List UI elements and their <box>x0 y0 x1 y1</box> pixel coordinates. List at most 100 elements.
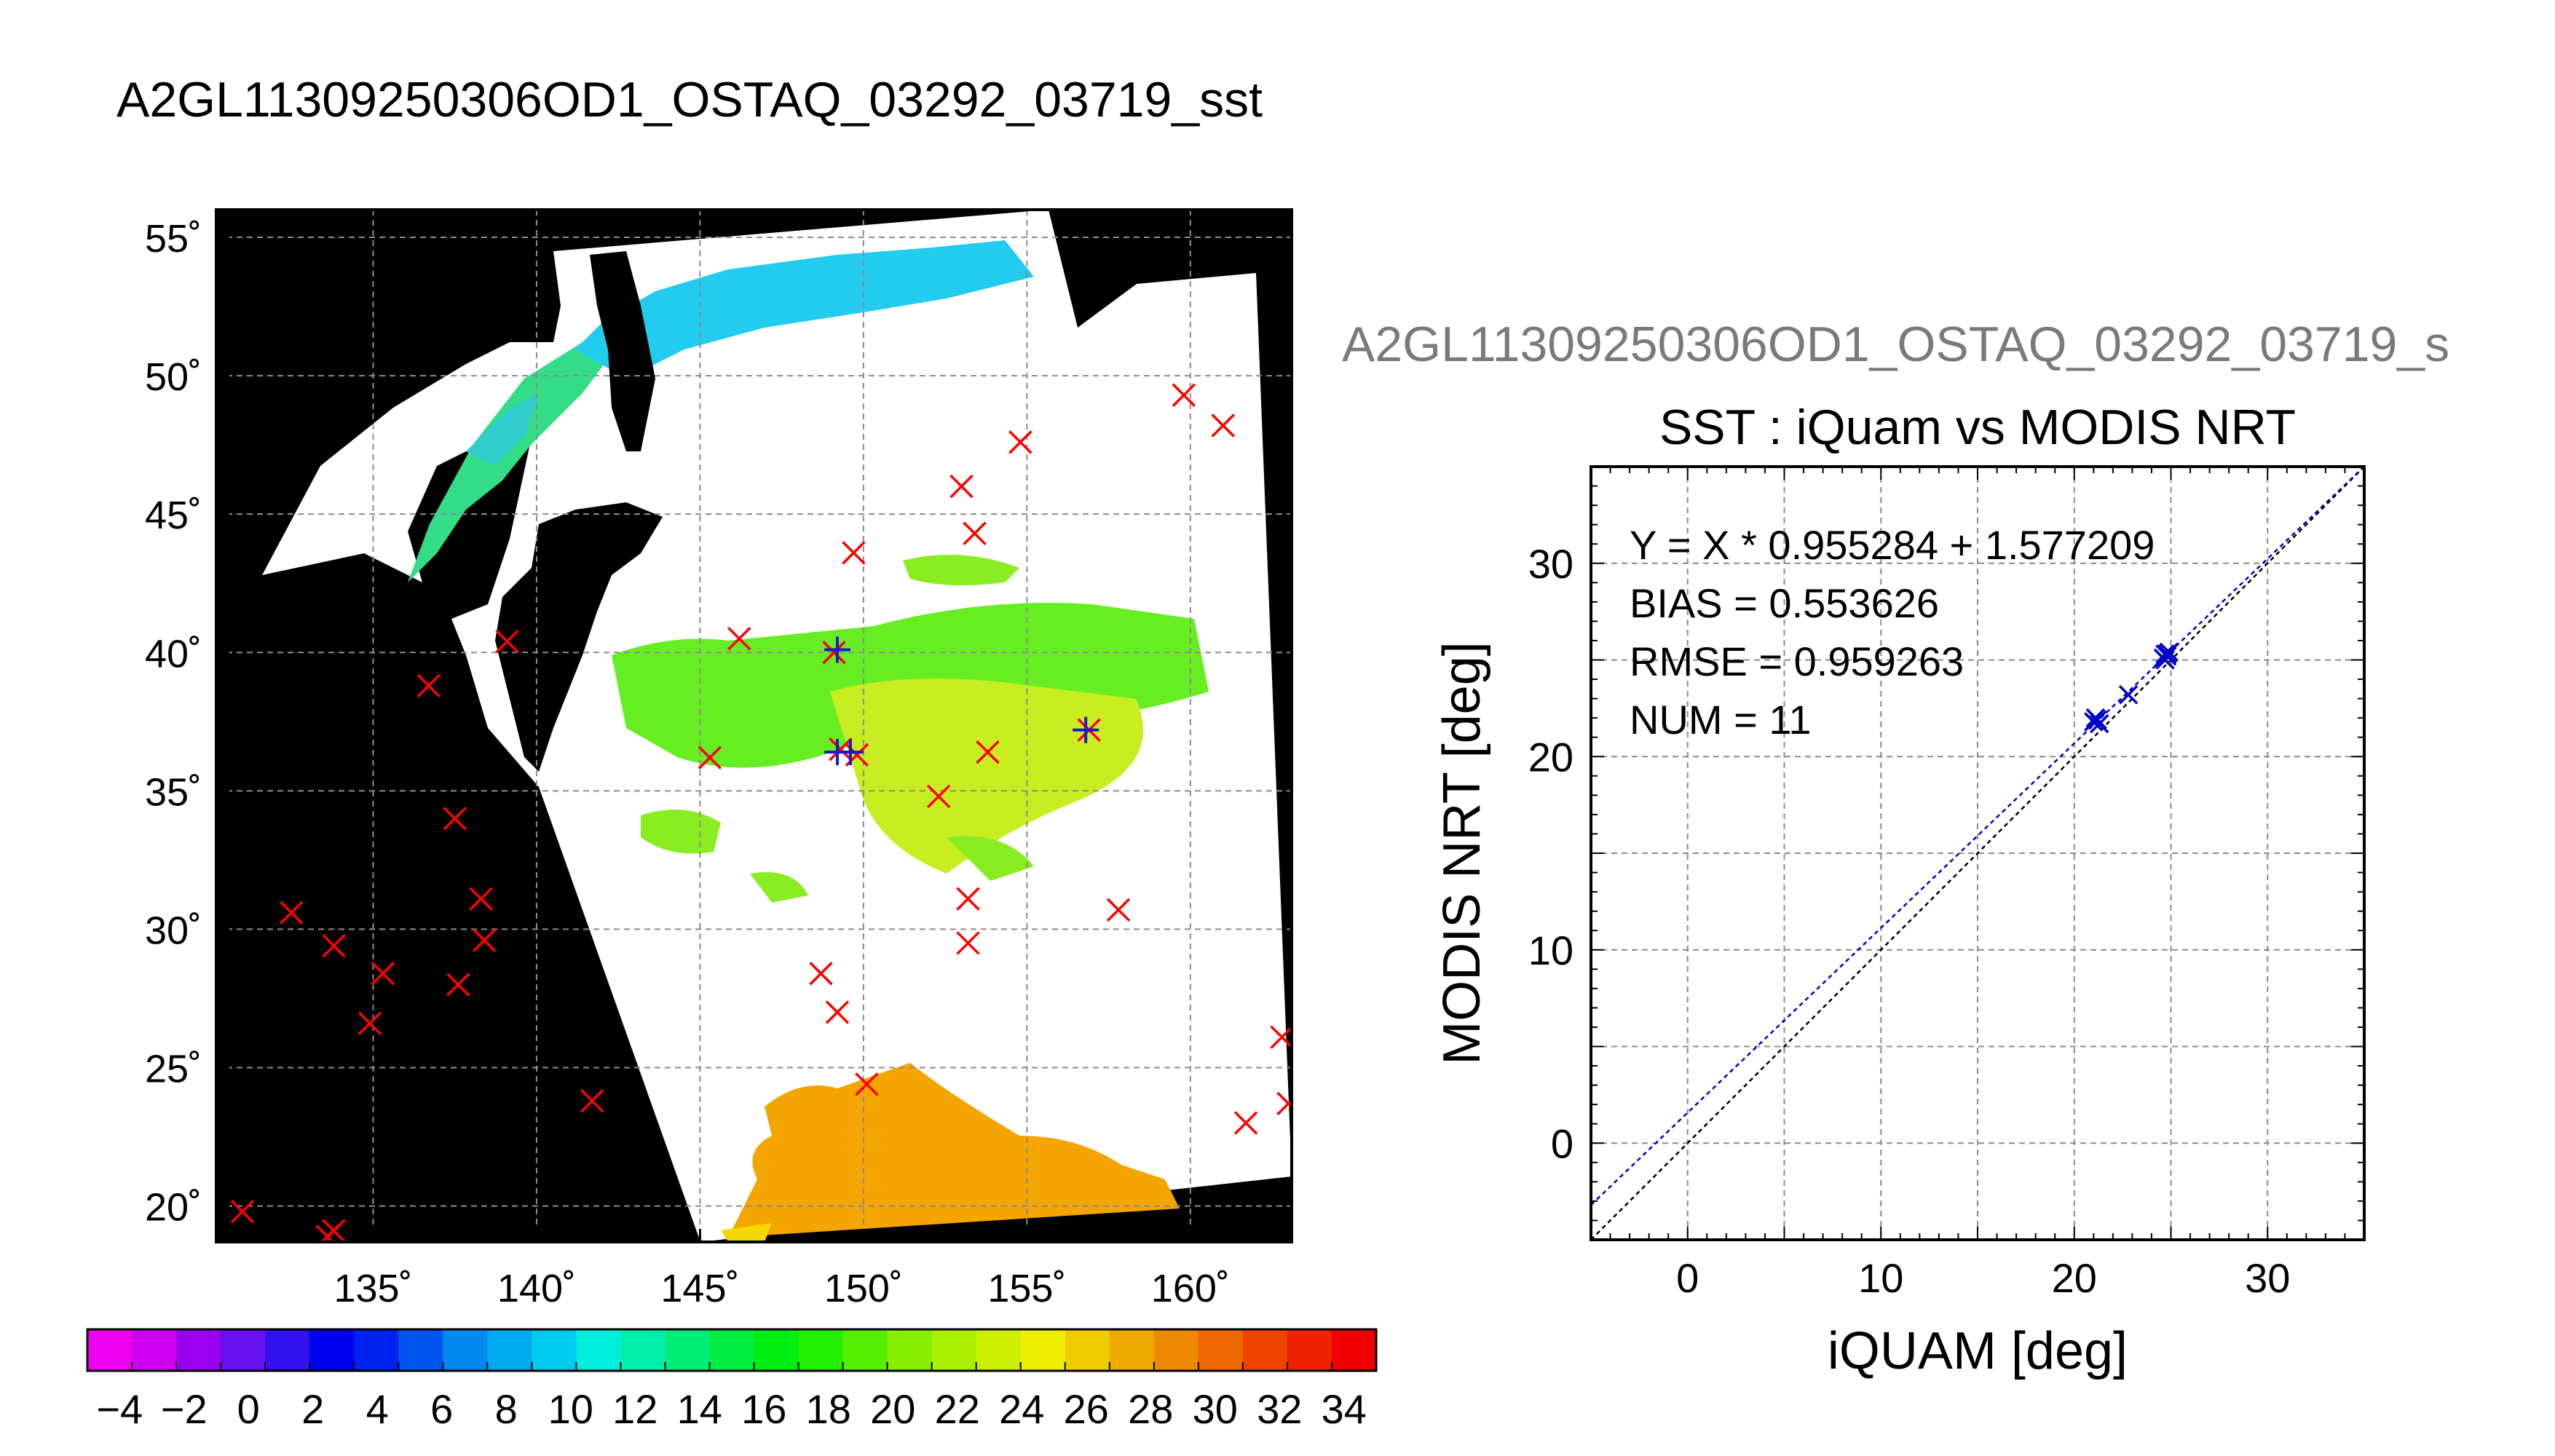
scatter-xtick-label: 20 <box>2052 1255 2097 1301</box>
iquam-marker <box>1276 1091 1292 1116</box>
colorbar-tick-label: 16 <box>741 1386 786 1432</box>
stat-equation: Y = X * 0.955284 + 1.577209 <box>1630 522 2155 568</box>
colorbar-tick-label: 20 <box>870 1386 915 1432</box>
colorbar-ticks: −4 −2 0 2 4 6 8 10 12 14 16 18 20 22 24 26 28 30 32 34 <box>96 1362 1367 1432</box>
scatter-ytick-label: 30 <box>1528 541 1573 587</box>
map-ytick-label: 50˚ <box>145 355 202 399</box>
iquam-marker <box>825 1000 850 1024</box>
iquam-marker <box>956 931 980 955</box>
iquam-marker <box>949 474 974 499</box>
matchup-point <box>2088 710 2107 730</box>
stat-rmse: RMSE = 0.959263 <box>1630 638 1964 684</box>
colorbar-segment <box>620 1329 666 1371</box>
matchup-marker <box>1073 716 1099 743</box>
map-markers <box>230 383 1292 1242</box>
colorbar-tick-label: −4 <box>96 1386 143 1432</box>
colorbar-segment <box>309 1329 355 1371</box>
scatter-grid <box>1591 467 2364 1240</box>
iquam-marker <box>280 901 304 925</box>
sst-mid-band-scatter <box>641 555 1034 903</box>
colorbar-tick-label: 10 <box>548 1386 593 1432</box>
map-grid <box>216 210 1292 1242</box>
iquam-marker <box>956 887 980 911</box>
iquam-marker <box>809 962 833 986</box>
colorbar-segment <box>754 1329 799 1371</box>
colorbar-tick-label: 30 <box>1193 1386 1238 1432</box>
colorbar-tick-label: 28 <box>1128 1386 1173 1432</box>
colorbar-segment <box>842 1329 888 1371</box>
iquam-marker <box>495 629 519 654</box>
scatter-xtick-label: 10 <box>1858 1255 1903 1301</box>
colorbar-segment <box>576 1329 622 1371</box>
colorbar-segment <box>87 1329 133 1371</box>
iquam-marker <box>446 973 470 997</box>
map-xtick-label: 135˚ <box>333 1267 412 1310</box>
colorbar-segments <box>87 1329 1377 1371</box>
map-xtick-label: 140˚ <box>497 1267 576 1310</box>
map-ytick-label: 40˚ <box>145 632 202 676</box>
colorbar-segment <box>221 1329 266 1371</box>
iquam-marker <box>829 737 853 761</box>
scatter-markers <box>2084 642 2179 734</box>
matchup-point <box>2157 646 2177 666</box>
map-panel: 135˚ 140˚ 145˚ 150˚ 155˚ 160˚ 55˚ 50˚ 45˚ 40˚ 35˚ 3… <box>145 208 1293 1310</box>
map-xtick-label: 160˚ <box>1151 1267 1230 1310</box>
colorbar-segment <box>1153 1329 1199 1371</box>
iquam-marker <box>855 1072 879 1096</box>
colorbar-tick-label: 4 <box>366 1386 389 1432</box>
sst-mid-band-yellow <box>830 678 1143 874</box>
colorbar-tick-label: 26 <box>1064 1386 1109 1432</box>
colorbar-segment <box>887 1329 933 1371</box>
scatter-xtick-label: 30 <box>2245 1255 2290 1301</box>
matchup-marker <box>837 739 864 766</box>
colorbar-tick-label: 8 <box>495 1386 518 1432</box>
identity-line <box>1591 467 2364 1240</box>
colorbar-segment <box>709 1329 755 1371</box>
map-ytick-label: 25˚ <box>145 1047 202 1091</box>
iquam-marker <box>230 1199 255 1224</box>
colorbar-segment <box>443 1329 489 1371</box>
iquam-marker <box>580 1088 604 1113</box>
colorbar-segment <box>487 1329 533 1371</box>
map-xtick-label: 155˚ <box>987 1267 1066 1310</box>
regression-line <box>1591 467 2364 1206</box>
sst-warm-south <box>728 1063 1180 1238</box>
map-ytick-label: 30˚ <box>145 909 202 952</box>
iquam-marker <box>842 541 866 565</box>
scatter-ylabel: MODIS NRT [deg] <box>1433 641 1491 1065</box>
iquam-marker <box>322 933 346 958</box>
colorbar-tick-label: 32 <box>1257 1386 1302 1432</box>
colorbar-segment <box>1109 1329 1155 1371</box>
scatter-ytick-label: 10 <box>1528 927 1573 973</box>
iquam-marker <box>727 627 751 651</box>
iquam-marker <box>443 807 467 831</box>
scatter-xlabel: iQUAM [deg] <box>1828 1322 2128 1380</box>
colorbar-segment <box>265 1329 310 1371</box>
iquam-marker <box>416 673 441 698</box>
colorbar-segment <box>532 1329 577 1371</box>
scatter-title: SST : iQuam vs MODIS NRT <box>1659 400 2296 455</box>
colorbar-segment <box>1242 1329 1288 1371</box>
map-ticks: 135˚ 140˚ 145˚ 150˚ 155˚ 160˚ 55˚ 50˚ 45˚ 40˚ 35˚ 3… <box>145 217 1230 1310</box>
sst-cool-patch-2 <box>466 393 539 466</box>
iquam-marker <box>1172 383 1196 407</box>
iquam-marker <box>698 745 722 769</box>
matchup-point <box>2155 650 2175 670</box>
matchup-point <box>2084 712 2104 732</box>
stat-num: NUM = 11 <box>1630 697 1811 743</box>
stat-bias: BIAS = 0.553626 <box>1630 580 1939 626</box>
colorbar-tick-label: 22 <box>935 1386 980 1432</box>
iquam-marker <box>322 1219 346 1242</box>
colorbar-segment <box>1020 1329 1066 1371</box>
map-xtick-label: 145˚ <box>660 1267 739 1310</box>
map-xtick-label: 150˚ <box>824 1267 903 1310</box>
colorbar-segment <box>1198 1329 1244 1371</box>
land-sakhalin <box>590 251 655 451</box>
colorbar-frame <box>86 1328 1378 1372</box>
colorbar-tick-label: 18 <box>806 1386 851 1432</box>
iquam-marker <box>358 1011 382 1035</box>
map-ytick-label: 35˚ <box>145 770 202 814</box>
colorbar-segment <box>931 1329 977 1371</box>
scatter-xtick-label: 0 <box>1676 1255 1699 1301</box>
iquam-marker <box>926 784 951 809</box>
